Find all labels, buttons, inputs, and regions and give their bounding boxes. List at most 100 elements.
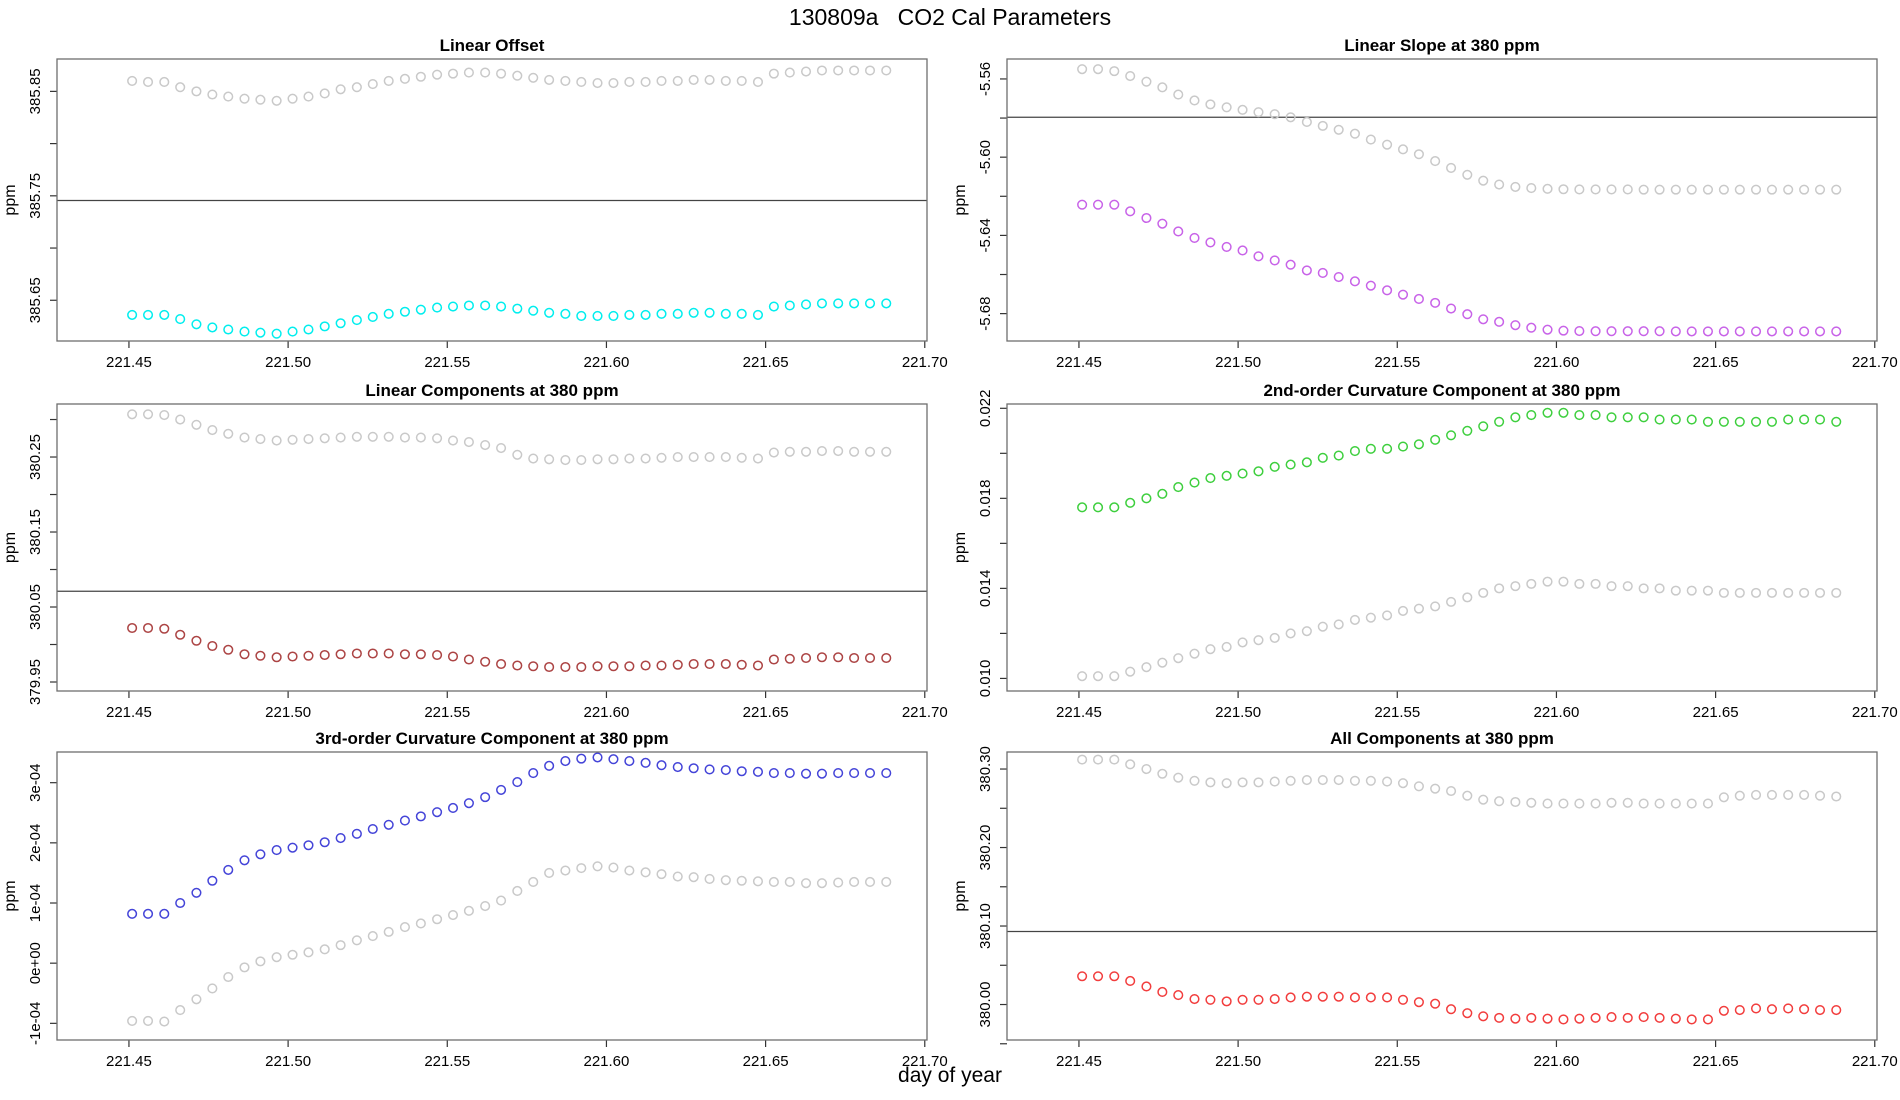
data-point [1173,482,1184,493]
plot-box [56,58,928,342]
data-point [127,309,138,320]
data-point [1494,796,1505,807]
data-point [592,861,603,872]
data-point [833,768,844,779]
data-point [768,876,779,888]
data-point [1510,412,1521,423]
data-point [624,865,635,876]
data-point [1301,626,1312,637]
data-point [1831,791,1842,802]
data-point [1574,798,1585,809]
data-point [1125,759,1136,770]
data-point [175,414,186,425]
data-point [1766,1004,1778,1015]
data-point [399,432,410,443]
x-tick-label: 221.60 [1533,704,1579,721]
x-tick-label: 221.55 [424,1053,470,1068]
data-point [1157,768,1168,779]
data-point [512,303,523,314]
panel-2nd-order-curvature: 2nd-order Curvature Component at 380 ppm… [950,375,1900,730]
data-point [1558,1014,1569,1025]
plot-box [1006,58,1878,342]
data-point [1622,326,1633,337]
data-point [383,75,394,86]
data-point [1430,998,1441,1009]
data-point [752,766,764,777]
data-point [1349,446,1360,457]
y-tick-label: 0.010 [977,660,994,698]
data-point [768,68,779,79]
data-point [1205,237,1216,248]
data-point [688,451,699,463]
data-point [447,909,459,921]
series-green [1077,407,1842,513]
data-point [432,302,443,313]
data-point [608,862,619,873]
data-point [1462,425,1473,436]
data-point [1734,587,1745,598]
panel-linear-components: Linear Components at 380 ppm ppm 379.95 380… [0,375,950,730]
data-point [833,445,844,457]
data-point [608,754,619,765]
data-point [816,878,828,889]
data-point [432,69,443,80]
data-point [1269,632,1280,643]
series-gray [127,861,892,1027]
data-point [1686,585,1697,596]
data-point [255,94,266,105]
data-point [1462,1008,1473,1019]
data-point [1430,434,1441,445]
data-point [1799,326,1810,337]
data-point [207,322,218,333]
data-point [367,931,378,942]
data-point [1157,657,1168,668]
data-point [319,649,330,661]
data-point [415,432,426,443]
data-point [303,324,314,335]
data-point [1173,89,1184,100]
data-point [1446,430,1457,441]
data-point [640,309,651,320]
panel-title: 2nd-order Curvature Component at 380 ppm [1263,381,1620,400]
data-point [1125,666,1136,677]
data-point [1590,326,1601,337]
data-point [496,68,507,79]
data-point [736,452,747,463]
plot-box [1006,403,1878,692]
x-tick-label: 221.60 [1533,354,1579,371]
x-tick-label: 221.65 [743,704,789,721]
data-point [1205,99,1216,110]
data-point [1750,184,1762,195]
data-point [335,832,346,844]
series-blue [127,752,892,919]
data-point [1686,184,1697,195]
data-point [142,76,154,88]
data-point [576,661,587,673]
data-point [1766,789,1778,800]
data-point [351,315,362,326]
data-point [864,768,876,779]
data-point [1814,587,1826,598]
data-point [1750,1003,1762,1014]
data-point [1799,587,1810,598]
data-point [1670,1013,1681,1024]
data-point [1478,175,1489,186]
y-tick-label: 385.85 [27,68,44,114]
data-point [1654,326,1665,337]
x-tick-label: 221.65 [1693,704,1739,721]
data-point [1799,414,1810,425]
data-point [1558,576,1569,587]
data-point [560,75,571,86]
data-point [1718,416,1729,427]
data-point [496,442,507,454]
data-point [447,802,459,814]
data-point [1638,184,1649,195]
series-gray [127,65,892,106]
data-point [752,76,764,88]
data-point [1173,226,1184,237]
data-point [1397,994,1409,1005]
data-point [544,454,555,465]
data-point [656,760,667,771]
data-point [319,837,330,848]
data-point [1333,272,1344,283]
